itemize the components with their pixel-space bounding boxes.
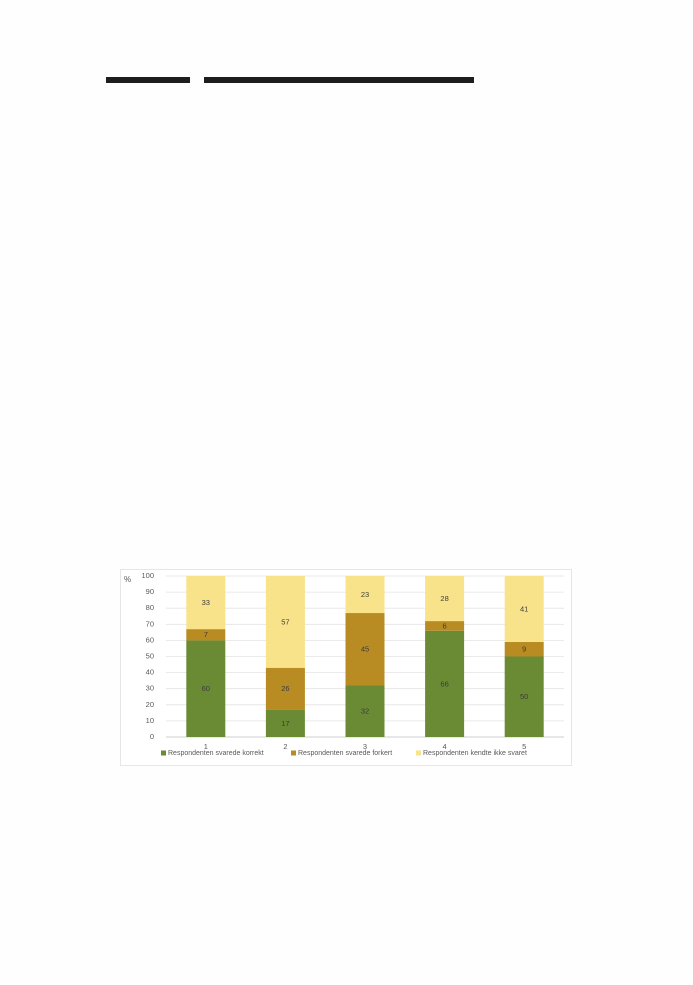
legend-label: Respondenten kendte ikke svaret bbox=[423, 750, 527, 757]
data-label: 45 bbox=[361, 645, 369, 654]
y-tick-label: 10 bbox=[146, 716, 154, 725]
legend-swatch bbox=[291, 750, 296, 756]
data-label: 26 bbox=[281, 684, 289, 693]
y-tick-label: 40 bbox=[146, 668, 154, 677]
bar-segment bbox=[425, 630, 465, 737]
y-axis-label: % bbox=[124, 575, 131, 584]
bar-segment bbox=[345, 576, 385, 614]
x-tick-label: 2 bbox=[283, 742, 287, 751]
bar-segment bbox=[425, 576, 465, 622]
y-tick-label: 20 bbox=[146, 700, 154, 709]
legend-swatch bbox=[161, 750, 166, 756]
x-tick-label: 3 bbox=[363, 742, 367, 751]
bar-segment bbox=[265, 576, 305, 668]
bar-segment bbox=[345, 685, 385, 737]
bar-segment bbox=[186, 640, 226, 737]
data-label: 6 bbox=[443, 621, 447, 630]
bar-segment bbox=[504, 656, 544, 737]
data-label: 50 bbox=[520, 692, 528, 701]
x-tick-label: 5 bbox=[522, 742, 526, 751]
legend-label: Respondenten svarede korrekt bbox=[168, 750, 264, 757]
y-tick-label: 80 bbox=[146, 603, 154, 612]
y-tick-label: 60 bbox=[146, 635, 154, 644]
stacked-bar-chart-figure: 60 7 33 17 26 57 32 45 23 66 6 28 50 9 41 % 0 10 20 30 40 5… bbox=[120, 569, 572, 766]
y-tick-label: 0 bbox=[150, 732, 154, 741]
data-label: 23 bbox=[361, 590, 369, 599]
data-label: 66 bbox=[440, 679, 448, 688]
x-tick-label: 4 bbox=[443, 742, 447, 751]
data-label: 33 bbox=[202, 598, 210, 607]
data-label: 32 bbox=[361, 707, 369, 716]
bar-segment bbox=[345, 613, 385, 686]
bar-segment bbox=[504, 642, 544, 657]
y-tick-label: 30 bbox=[146, 684, 154, 693]
header-rule-long bbox=[204, 77, 474, 83]
legend: Respondenten svarede korrekt Respondenten… bbox=[161, 750, 527, 757]
bar-segment bbox=[265, 667, 305, 710]
y-tick-label: 90 bbox=[146, 587, 154, 596]
bar-segment bbox=[186, 576, 226, 630]
legend-label: Respondenten svarede forkert bbox=[298, 750, 392, 757]
y-tick-label: 70 bbox=[146, 619, 154, 628]
data-label: 60 bbox=[202, 684, 210, 693]
bar-segment bbox=[265, 709, 305, 737]
bar-segment bbox=[425, 621, 465, 631]
header-rule-short bbox=[106, 77, 190, 83]
data-label: 28 bbox=[440, 594, 448, 603]
data-label: 17 bbox=[281, 719, 289, 728]
data-label: 9 bbox=[522, 645, 526, 654]
bar-segment bbox=[186, 629, 226, 641]
y-tick-label: 100 bbox=[141, 571, 154, 580]
data-label: 41 bbox=[520, 604, 528, 613]
y-tick-label: 50 bbox=[146, 651, 154, 660]
bar-segment bbox=[504, 576, 544, 643]
legend-swatch bbox=[416, 750, 421, 756]
x-tick-label: 1 bbox=[204, 742, 208, 751]
data-label: 7 bbox=[204, 630, 208, 639]
data-label: 57 bbox=[281, 617, 289, 626]
